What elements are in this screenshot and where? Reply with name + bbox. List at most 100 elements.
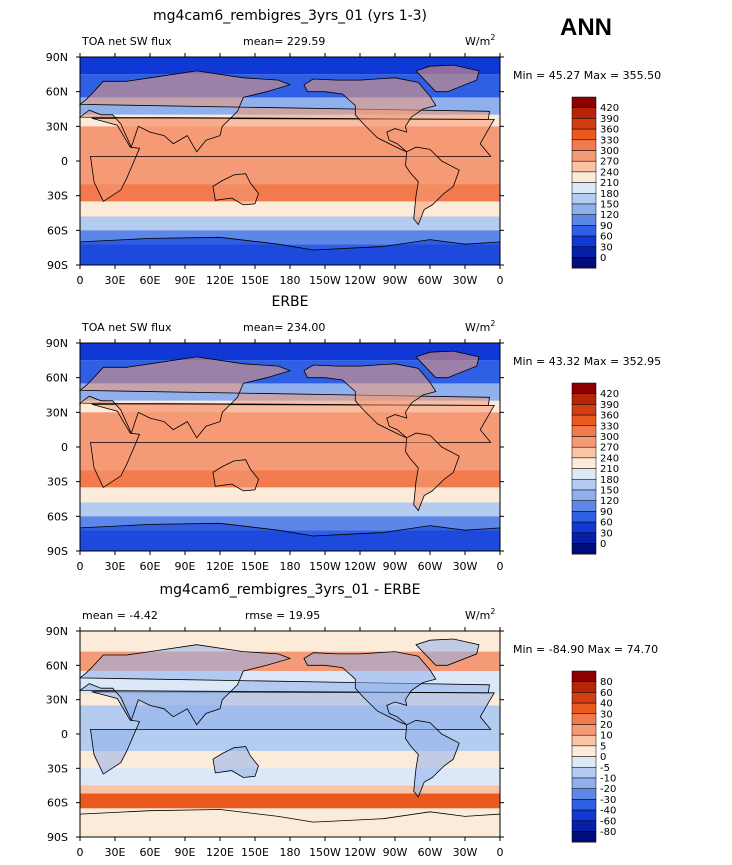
x-tick-label: 120E bbox=[206, 560, 234, 573]
y-tick-label: 90S bbox=[47, 831, 68, 844]
colorbar-box bbox=[571, 382, 597, 394]
colorbar-label: 0 bbox=[600, 539, 606, 550]
colorbar-box bbox=[571, 681, 597, 693]
x-tick-label: 0 bbox=[497, 846, 504, 859]
x-tick-label: 150E bbox=[241, 274, 269, 287]
colorbar-box bbox=[571, 414, 597, 427]
y-tick-label: 30N bbox=[46, 120, 68, 133]
continent-outline bbox=[303, 651, 437, 726]
x-tick-label: 60E bbox=[140, 274, 161, 287]
colorbar-box bbox=[571, 118, 597, 130]
colorbar-label: 270 bbox=[600, 157, 619, 168]
colorbar-box bbox=[571, 468, 597, 480]
colorbar-label: 360 bbox=[600, 125, 619, 136]
y-tick-label: 60S bbox=[47, 510, 68, 523]
x-tick-label: 90E bbox=[175, 846, 196, 859]
x-tick-label: 120W bbox=[344, 560, 376, 573]
colorbar-box bbox=[571, 257, 597, 269]
colorbar-box bbox=[571, 246, 597, 258]
x-tick-label: 90W bbox=[383, 274, 408, 287]
colorbar-box bbox=[571, 489, 597, 501]
x-tick-label: 180 bbox=[280, 274, 301, 287]
colorbar-box bbox=[571, 831, 597, 843]
x-tick-label: 150W bbox=[309, 560, 341, 573]
color-band bbox=[80, 184, 500, 202]
minmax-label: Min = -84.90 Max = 74.70 bbox=[513, 643, 658, 656]
colorbar-box bbox=[571, 128, 597, 141]
continent-outline bbox=[303, 77, 437, 153]
x-tick-label: 150W bbox=[309, 274, 341, 287]
continent-outline bbox=[303, 363, 437, 439]
panel-title: mg4cam6_rembigres_3yrs_01 (yrs 1-3) bbox=[153, 8, 427, 24]
colorbar-label: -60 bbox=[600, 816, 616, 827]
minmax-label: Min = 43.32 Max = 352.95 bbox=[513, 355, 661, 368]
x-tick-label: 150W bbox=[309, 846, 341, 859]
continent-outline bbox=[78, 644, 490, 726]
continent-outline bbox=[415, 350, 480, 379]
units-label: W/m2 bbox=[465, 607, 495, 622]
colorbar-label: 120 bbox=[600, 496, 619, 507]
x-tick-label: 60E bbox=[140, 560, 161, 573]
colorbar-box bbox=[571, 193, 597, 205]
colorbar-box bbox=[571, 670, 597, 682]
x-tick-label: 30W bbox=[453, 560, 478, 573]
colorbar-label: 180 bbox=[600, 475, 619, 486]
units-label: W/m2 bbox=[465, 33, 495, 48]
color-band bbox=[80, 487, 500, 503]
y-tick-label: 0 bbox=[61, 155, 68, 168]
color-band bbox=[80, 57, 500, 75]
stat-label: mean= 229.59 bbox=[243, 35, 325, 48]
colorbar-box bbox=[571, 235, 597, 248]
colorbar-box bbox=[571, 160, 597, 173]
colorbar-box bbox=[571, 767, 597, 779]
colorbar-box bbox=[571, 532, 597, 544]
colorbar-label: 210 bbox=[600, 464, 619, 475]
x-tick-label: 90E bbox=[175, 274, 196, 287]
colorbar-label: 120 bbox=[600, 210, 619, 221]
color-band bbox=[80, 216, 500, 231]
colorbar-label: 60 bbox=[600, 232, 613, 243]
x-tick-label: 0 bbox=[497, 560, 504, 573]
x-tick-label: 150E bbox=[241, 846, 269, 859]
colorbar-label: 150 bbox=[600, 200, 619, 211]
y-tick-label: 30S bbox=[47, 190, 68, 203]
x-tick-label: 60W bbox=[418, 274, 443, 287]
continent-outline bbox=[405, 146, 460, 226]
x-tick-label: 0 bbox=[77, 274, 84, 287]
colorbar-box bbox=[571, 820, 597, 832]
colorbar-box bbox=[571, 511, 597, 523]
colorbar-box bbox=[571, 500, 597, 512]
colorbar-box bbox=[571, 734, 597, 747]
colorbar-label: 390 bbox=[600, 400, 619, 411]
colorbar-box bbox=[571, 745, 597, 757]
y-tick-label: 0 bbox=[61, 728, 68, 741]
color-band bbox=[80, 502, 500, 517]
y-tick-label: 0 bbox=[61, 441, 68, 454]
colorbar-label: -20 bbox=[600, 784, 616, 795]
continent-outline bbox=[405, 719, 460, 798]
colorbar-label: 300 bbox=[600, 432, 619, 443]
colorbar-box bbox=[571, 225, 597, 237]
colorbar-box bbox=[571, 214, 597, 226]
colorbar-box bbox=[571, 404, 597, 416]
coastlines bbox=[78, 350, 501, 552]
minmax-label: Min = 45.27 Max = 355.50 bbox=[513, 69, 661, 82]
colorbar-label: 300 bbox=[600, 146, 619, 157]
continent-outline bbox=[415, 64, 480, 93]
y-tick-label: 60N bbox=[46, 86, 68, 99]
x-tick-label: 180 bbox=[280, 846, 301, 859]
variable-label: TOA net SW flux bbox=[81, 321, 172, 334]
x-tick-label: 60W bbox=[418, 560, 443, 573]
y-tick-label: 90N bbox=[46, 337, 68, 350]
season-label: ANN bbox=[560, 14, 612, 41]
colorbar-label: 330 bbox=[600, 421, 619, 432]
colorbar-label: 10 bbox=[600, 731, 613, 742]
colorbar-label: 40 bbox=[600, 699, 613, 710]
x-tick-label: 120E bbox=[206, 846, 234, 859]
colorbar-label: -80 bbox=[600, 827, 616, 838]
continent-outline bbox=[78, 70, 490, 153]
y-tick-label: 90S bbox=[47, 259, 68, 272]
